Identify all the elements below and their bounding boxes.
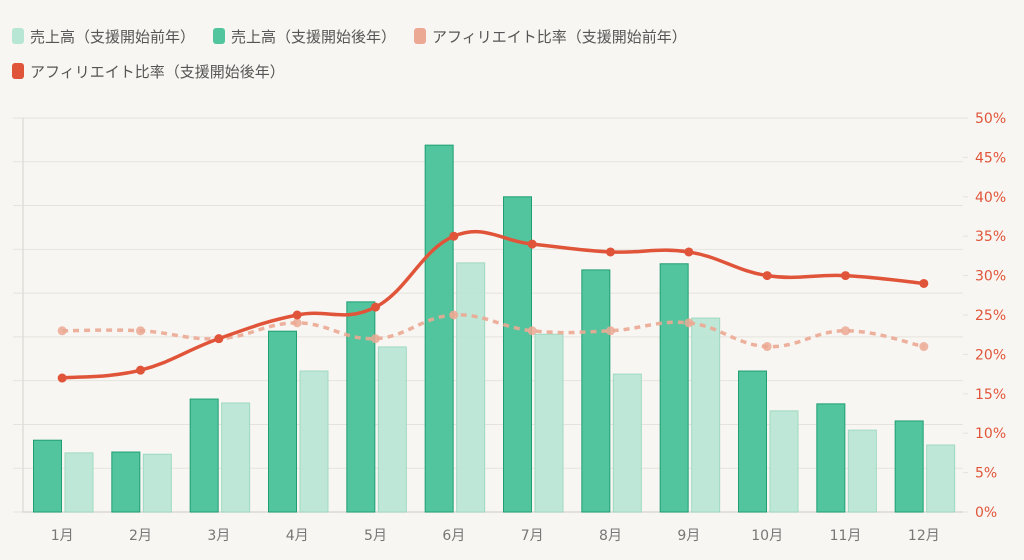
bar-sales-before bbox=[534, 333, 564, 513]
legend-swatch bbox=[213, 28, 226, 44]
right-tick-label: 20% bbox=[975, 347, 1006, 363]
point-affiliate-after bbox=[606, 247, 615, 257]
bar-sales-after bbox=[581, 269, 611, 513]
point-affiliate-after bbox=[527, 239, 537, 249]
bar-sales-after bbox=[816, 403, 846, 513]
legend-item[interactable]: 売上高（支援開始前年） bbox=[12, 26, 195, 46]
bar-sales-after bbox=[189, 398, 219, 513]
point-affiliate-after bbox=[136, 365, 145, 375]
legend-swatch bbox=[12, 28, 24, 44]
bar-sales-after bbox=[738, 370, 767, 513]
legend-item[interactable]: 売上高（支援開始後年） bbox=[213, 26, 396, 46]
right-tick-label: 40% bbox=[975, 190, 1006, 206]
point-affiliate-before bbox=[449, 310, 459, 320]
x-tick-label: 1月 bbox=[51, 528, 74, 544]
point-affiliate-after bbox=[684, 247, 694, 257]
x-tick-label: 11月 bbox=[830, 528, 862, 544]
x-tick-label: 3月 bbox=[207, 528, 230, 544]
point-affiliate-before bbox=[841, 326, 850, 336]
bar-sales-after bbox=[503, 196, 532, 513]
point-affiliate-before bbox=[919, 342, 929, 352]
right-tick-label: 25% bbox=[975, 308, 1006, 324]
point-affiliate-after bbox=[449, 231, 459, 241]
bar-sales-after bbox=[33, 439, 62, 513]
point-affiliate-after bbox=[841, 271, 850, 281]
bar-sales-before bbox=[456, 262, 486, 513]
bar-sales-after bbox=[659, 263, 689, 513]
bar-sales-before bbox=[691, 317, 721, 513]
bar-sales-after bbox=[894, 420, 924, 513]
legend-label: 売上高（支援開始後年） bbox=[231, 27, 397, 46]
x-tick-label: 4月 bbox=[286, 528, 309, 544]
point-affiliate-after bbox=[214, 334, 224, 344]
legend-item[interactable]: アフィリエイト比率（支援開始前年） bbox=[414, 26, 687, 46]
right-tick-label: 45% bbox=[975, 150, 1006, 166]
x-tick-label: 2月 bbox=[129, 528, 152, 544]
bar-sales-after bbox=[268, 330, 297, 513]
bar-sales-after bbox=[346, 301, 376, 513]
legend-swatch bbox=[414, 28, 427, 44]
bar-sales-before bbox=[377, 346, 407, 513]
bar-sales-after bbox=[111, 451, 141, 513]
bar-sales-before bbox=[64, 452, 94, 513]
right-tick-label: 15% bbox=[975, 387, 1006, 403]
legend-label: アフィリエイト比率（支援開始前年） bbox=[432, 27, 687, 46]
right-tick-label: 35% bbox=[975, 229, 1006, 245]
bar-sales-before bbox=[926, 444, 956, 513]
point-affiliate-before bbox=[292, 318, 302, 328]
x-tick-label: 7月 bbox=[521, 528, 544, 544]
legend-label: アフィリエイト比率（支援開始後年） bbox=[30, 62, 285, 81]
right-tick-label: 0% bbox=[975, 505, 997, 521]
x-tick-label: 8月 bbox=[599, 528, 622, 544]
point-affiliate-before bbox=[136, 326, 145, 336]
bar-sales-before bbox=[847, 429, 877, 513]
x-tick-label: 6月 bbox=[442, 528, 465, 544]
bar-sales-before bbox=[769, 410, 799, 513]
point-affiliate-after bbox=[57, 373, 67, 383]
point-affiliate-before bbox=[57, 326, 67, 336]
line-affiliate-before bbox=[62, 313, 925, 349]
right-tick-label: 10% bbox=[975, 426, 1006, 442]
point-affiliate-before bbox=[527, 326, 537, 336]
point-affiliate-after bbox=[292, 310, 302, 320]
legend-swatch bbox=[12, 63, 24, 79]
point-affiliate-after bbox=[371, 302, 380, 312]
point-affiliate-before bbox=[606, 326, 615, 336]
point-affiliate-before bbox=[371, 334, 380, 344]
legend: 売上高（支援開始前年） 売上高（支援開始後年） アフィリエイト比率（支援開始前年） ア… bbox=[12, 26, 772, 81]
point-affiliate-after bbox=[919, 278, 929, 288]
point-affiliate-after bbox=[762, 271, 772, 281]
bar-sales-before bbox=[221, 402, 251, 513]
bar-sales-before bbox=[612, 373, 642, 513]
point-affiliate-before bbox=[684, 318, 694, 328]
right-tick-label: 50% bbox=[975, 111, 1006, 127]
x-tick-label: 10月 bbox=[751, 528, 783, 544]
right-tick-label: 30% bbox=[975, 269, 1006, 285]
point-affiliate-before bbox=[762, 342, 772, 352]
legend-label: 売上高（支援開始前年） bbox=[30, 27, 196, 46]
right-tick-label: 5% bbox=[975, 466, 997, 482]
x-tick-label: 12月 bbox=[908, 528, 940, 544]
bar-sales-after bbox=[424, 144, 454, 513]
x-tick-label: 9月 bbox=[677, 528, 700, 544]
bar-sales-before bbox=[299, 370, 329, 513]
legend-item[interactable]: アフィリエイト比率（支援開始後年） bbox=[12, 61, 285, 81]
bar-sales-before bbox=[142, 453, 172, 513]
line-affiliate-after bbox=[61, 229, 925, 380]
x-tick-label: 5月 bbox=[364, 528, 387, 544]
